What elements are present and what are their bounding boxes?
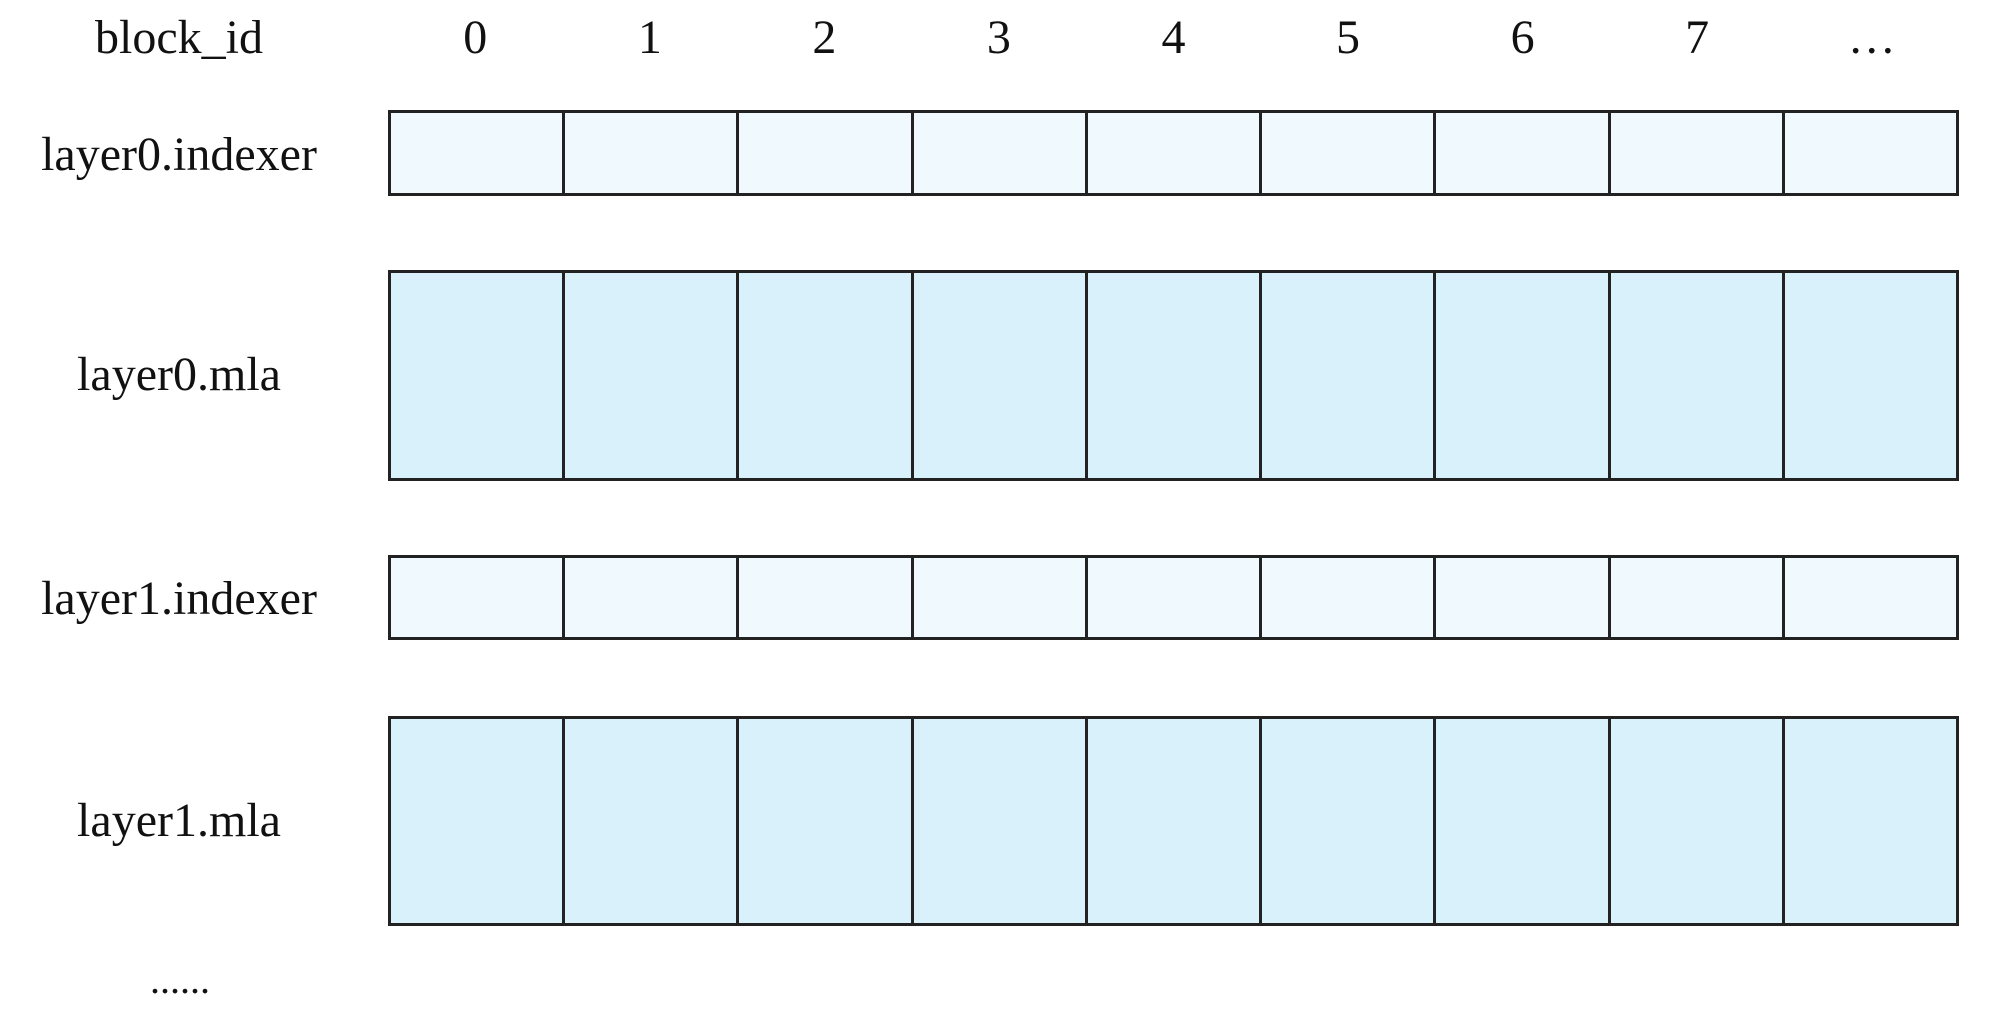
row-label-layer0-mla: layer0.mla	[77, 348, 281, 401]
block-cell	[1785, 558, 1956, 637]
block-cell	[1785, 719, 1956, 923]
block-cell	[914, 113, 1088, 193]
block-cell	[1088, 558, 1263, 637]
block-cell	[1088, 719, 1263, 923]
row-layer0-mla	[388, 270, 1959, 481]
block-cell	[565, 273, 740, 478]
block-id-column-header: 1	[637, 11, 662, 64]
block-cell	[565, 558, 740, 637]
block-cell	[1436, 273, 1611, 478]
block-id-column-header: 0	[463, 11, 488, 64]
row-layer1-indexer	[388, 555, 1959, 640]
block-cell	[1611, 719, 1785, 923]
continuation-dots: ......	[150, 957, 210, 1002]
block-cell	[739, 113, 914, 193]
block-cell	[914, 558, 1088, 637]
block-cell	[1611, 273, 1785, 478]
block-cell	[391, 113, 566, 193]
block-cell	[1262, 558, 1437, 637]
row-label-layer0-indexer: layer0.indexer	[41, 128, 317, 181]
block-cell	[391, 558, 566, 637]
block-cell	[1262, 273, 1437, 478]
block-cell	[914, 273, 1088, 478]
block-id-column-header: 7	[1685, 11, 1710, 64]
block-cell	[1262, 113, 1437, 193]
block-cell	[1262, 719, 1437, 923]
block-id-column-header: 4	[1161, 11, 1186, 64]
block-cell	[739, 719, 914, 923]
row-label-layer1-mla: layer1.mla	[77, 794, 281, 847]
block-id-column-header: 3	[986, 11, 1011, 64]
block-cell	[391, 719, 566, 923]
block-cell	[1436, 113, 1611, 193]
block-cell	[565, 719, 740, 923]
block-cell	[1436, 719, 1611, 923]
row-label-layer1-indexer: layer1.indexer	[41, 572, 317, 625]
block-id-column-header: …	[1847, 11, 1896, 64]
block-id-column-header: 6	[1510, 11, 1535, 64]
block-cell	[1611, 113, 1785, 193]
block-cell	[391, 273, 566, 478]
block-id-column-header: 5	[1336, 11, 1361, 64]
block-cell	[914, 719, 1088, 923]
block-id-column-header: 2	[812, 11, 837, 64]
row-layer1-mla	[388, 716, 1959, 926]
block-cell	[739, 273, 914, 478]
block-id-header: block_id	[95, 11, 263, 64]
block-cell	[1088, 273, 1263, 478]
block-cell	[739, 558, 914, 637]
block-cell	[1088, 113, 1263, 193]
row-layer0-indexer	[388, 110, 1959, 196]
block-cell	[1436, 558, 1611, 637]
block-cell	[565, 113, 740, 193]
block-cell	[1785, 113, 1956, 193]
block-cell	[1611, 558, 1785, 637]
block-cell	[1785, 273, 1956, 478]
